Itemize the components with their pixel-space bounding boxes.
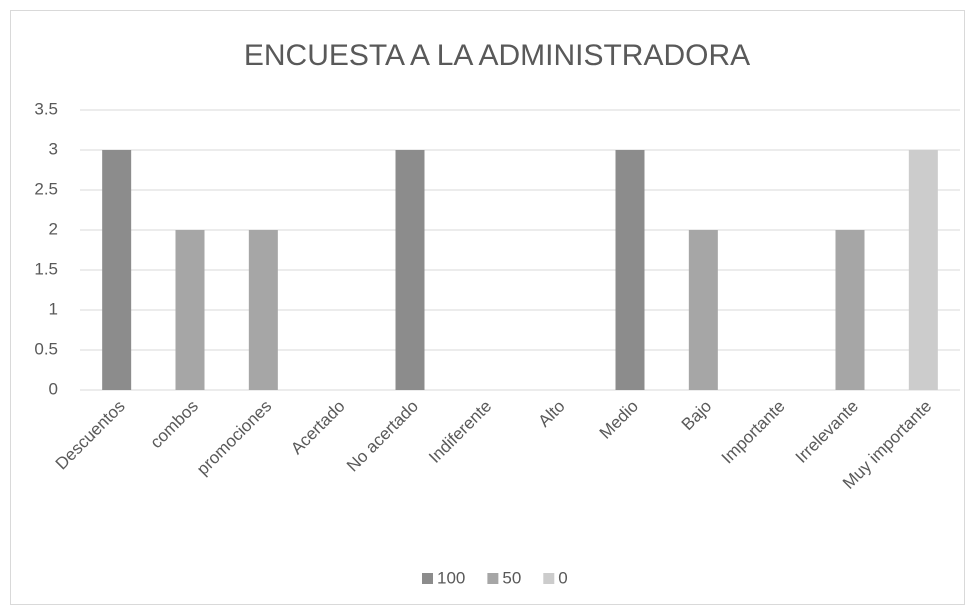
- y-tick-label: 1.5: [34, 259, 58, 278]
- bar: [688, 230, 718, 390]
- bar: [175, 230, 205, 390]
- y-tick-label: 2.5: [34, 179, 58, 198]
- legend-label: 0: [558, 568, 567, 587]
- y-tick-label: 0.5: [34, 339, 58, 358]
- legend-swatch: [487, 573, 499, 584]
- legend-label: 100: [437, 568, 465, 587]
- bar: [615, 150, 645, 390]
- legend-label: 50: [502, 568, 521, 587]
- bar: [248, 230, 278, 390]
- legend-swatch: [543, 573, 555, 584]
- chart-title: ENCUESTA A LA ADMINISTRADORA: [244, 39, 750, 72]
- y-tick-label: 3.5: [34, 99, 58, 118]
- y-tick-label: 0: [49, 379, 58, 398]
- y-tick-label: 1: [49, 299, 58, 318]
- y-tick-label: 3: [49, 139, 58, 158]
- y-tick-label: 2: [49, 219, 58, 238]
- legend-swatch: [422, 573, 433, 584]
- bar: [102, 150, 132, 390]
- bar: [395, 150, 425, 390]
- bar: [835, 230, 865, 390]
- chart-border: [10, 10, 965, 605]
- bar: [908, 150, 938, 390]
